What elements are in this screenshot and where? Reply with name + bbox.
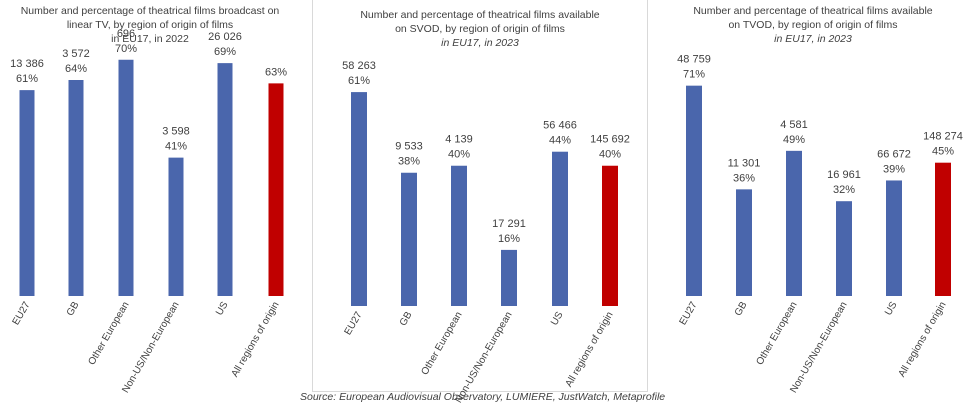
bar-all-regions-of-origin — [268, 83, 284, 296]
bar-other-european — [451, 165, 467, 306]
percent-label: 40% — [599, 149, 621, 161]
bar-all-regions-of-origin — [935, 162, 951, 296]
bar-eu27 — [351, 92, 367, 307]
bar-gb — [401, 172, 417, 306]
bar-us — [886, 180, 902, 296]
category-label: EU27 — [678, 300, 700, 328]
chart-title: Number and percentage of theatrical film… — [656, 4, 970, 46]
count-label: 16 961 — [827, 169, 861, 181]
category-label: GB — [398, 310, 415, 328]
count-label: 66 672 — [877, 148, 911, 160]
count-label: 9 533 — [395, 141, 423, 153]
source-note: Source: European Audiovisual Observatory… — [300, 391, 666, 403]
bar-us — [217, 63, 233, 296]
title-line: Number and percentage of theatrical film… — [20, 5, 280, 17]
chart-title: Number and percentage of theatrical film… — [313, 8, 647, 50]
chart-panel-tvod: Number and percentage of theatrical film… — [656, 0, 970, 395]
bar-gb — [736, 189, 752, 296]
category-label: All regions of origin — [897, 300, 949, 379]
bar-non-us-non-european — [168, 157, 184, 296]
title-line: Number and percentage of theatrical film… — [693, 5, 933, 17]
category-label: EU27 — [11, 300, 33, 328]
category-label: Other European — [754, 300, 799, 367]
count-label: 148 274 — [923, 131, 963, 143]
bar-non-us-non-european — [501, 249, 517, 306]
count-label: 4 139 — [445, 134, 473, 146]
percent-label: 16% — [498, 233, 520, 245]
category-label: GB — [733, 300, 750, 318]
percent-label: 63% — [265, 66, 287, 78]
category-label: Non-US/Non-European — [453, 310, 514, 404]
percent-label: 71% — [683, 69, 705, 81]
percent-label: 70% — [115, 43, 137, 55]
bar-chart-svod: 61% 58 263 EU27 38% 9 533 GB 40% 4 139 Other Eur… — [342, 60, 630, 404]
chart-panel-svod: Number and percentage of theatrical film… — [312, 0, 648, 404]
percent-label: 36% — [733, 172, 755, 184]
category-label: US — [549, 310, 566, 328]
count-label: 11 301 — [728, 157, 761, 169]
percent-label: 61% — [348, 75, 370, 87]
count-label: 17 291 — [492, 218, 526, 230]
percent-label: 69% — [214, 46, 236, 58]
percent-label: 41% — [165, 141, 187, 153]
title-line: in EU17, in 2022 — [111, 33, 189, 45]
count-label: 26 026 — [208, 31, 242, 43]
chart-title: Number and percentage of theatrical film… — [0, 4, 300, 46]
percent-label: 40% — [448, 149, 470, 161]
count-label: 3 572 — [62, 48, 90, 60]
bar-other-european — [786, 150, 802, 296]
percent-label: 49% — [783, 134, 805, 146]
category-label: Non-US/Non-European — [788, 300, 849, 395]
percent-label: 39% — [883, 163, 905, 175]
count-label: 4 581 — [780, 119, 808, 131]
count-label: 13 386 — [10, 58, 44, 70]
percent-label: 64% — [65, 63, 87, 75]
title-line: on TVOD, by region of origin of films — [728, 19, 898, 31]
percent-label: 44% — [549, 135, 571, 147]
percent-label: 38% — [398, 156, 420, 168]
percent-label: 61% — [16, 73, 38, 85]
count-label: 56 466 — [543, 120, 577, 132]
percent-label: 32% — [833, 184, 855, 196]
bar-chart-tvod: 71% 48 759 EU27 36% 11 301 GB 49% 4 581 Other Eu… — [677, 54, 963, 395]
category-label: All regions of origin — [230, 300, 282, 379]
category-label: Non-US/Non-European — [120, 300, 181, 395]
bar-other-european — [118, 59, 134, 296]
bar-eu27 — [686, 85, 702, 296]
category-label: US — [883, 300, 900, 318]
bar-chart-linear-tv: 61% 13 386 EU27 64% 3 572 GB 70% 696 Other Europ… — [10, 28, 287, 395]
title-line: Number and percentage of theatrical film… — [360, 9, 600, 21]
count-label: 3 598 — [162, 126, 190, 138]
bar-all-regions-of-origin — [602, 165, 618, 306]
category-label: EU27 — [343, 310, 365, 338]
bar-gb — [68, 80, 84, 296]
title-subline: in EU17, in 2023 — [441, 37, 519, 49]
bar-us — [552, 151, 568, 306]
category-label: US — [214, 300, 231, 318]
count-label: 696 — [117, 28, 135, 40]
bar-eu27 — [19, 90, 35, 296]
category-label: GB — [65, 300, 82, 318]
percent-label: 45% — [932, 146, 954, 158]
count-label: 58 263 — [342, 60, 376, 72]
category-label: Other European — [86, 300, 131, 367]
count-label: 145 692 — [590, 134, 630, 146]
category-label: All regions of origin — [564, 310, 616, 389]
title-line: linear TV, by region of origin of films — [66, 19, 234, 31]
title-subline: in EU17, in 2023 — [774, 33, 852, 45]
chart-panel-linear-tv: Number and percentage of theatrical film… — [0, 0, 300, 395]
category-label: Other European — [419, 310, 464, 377]
count-label: 48 759 — [677, 54, 711, 66]
bar-non-us-non-european — [836, 201, 852, 296]
title-line: on SVOD, by region of origin of films — [395, 23, 565, 35]
